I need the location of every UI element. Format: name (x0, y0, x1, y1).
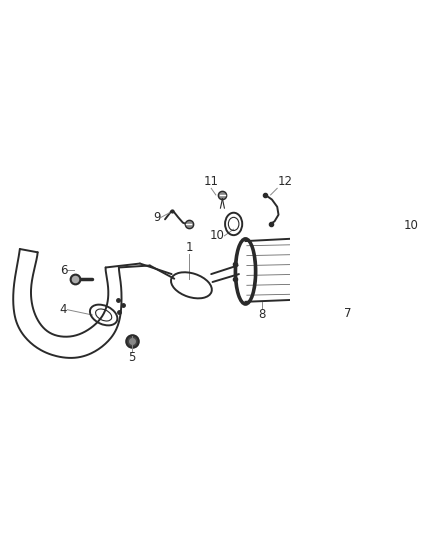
Ellipse shape (410, 159, 424, 180)
Text: 10: 10 (404, 220, 419, 232)
Text: 1: 1 (186, 241, 193, 254)
Text: 11: 11 (204, 175, 219, 188)
Text: 10: 10 (209, 229, 224, 243)
Text: 6: 6 (60, 264, 67, 277)
Text: 8: 8 (258, 309, 266, 321)
Text: 4: 4 (60, 303, 67, 316)
Text: 9: 9 (154, 211, 161, 224)
Text: 7: 7 (345, 307, 352, 320)
Text: 12: 12 (277, 175, 292, 188)
Text: 5: 5 (128, 351, 136, 364)
